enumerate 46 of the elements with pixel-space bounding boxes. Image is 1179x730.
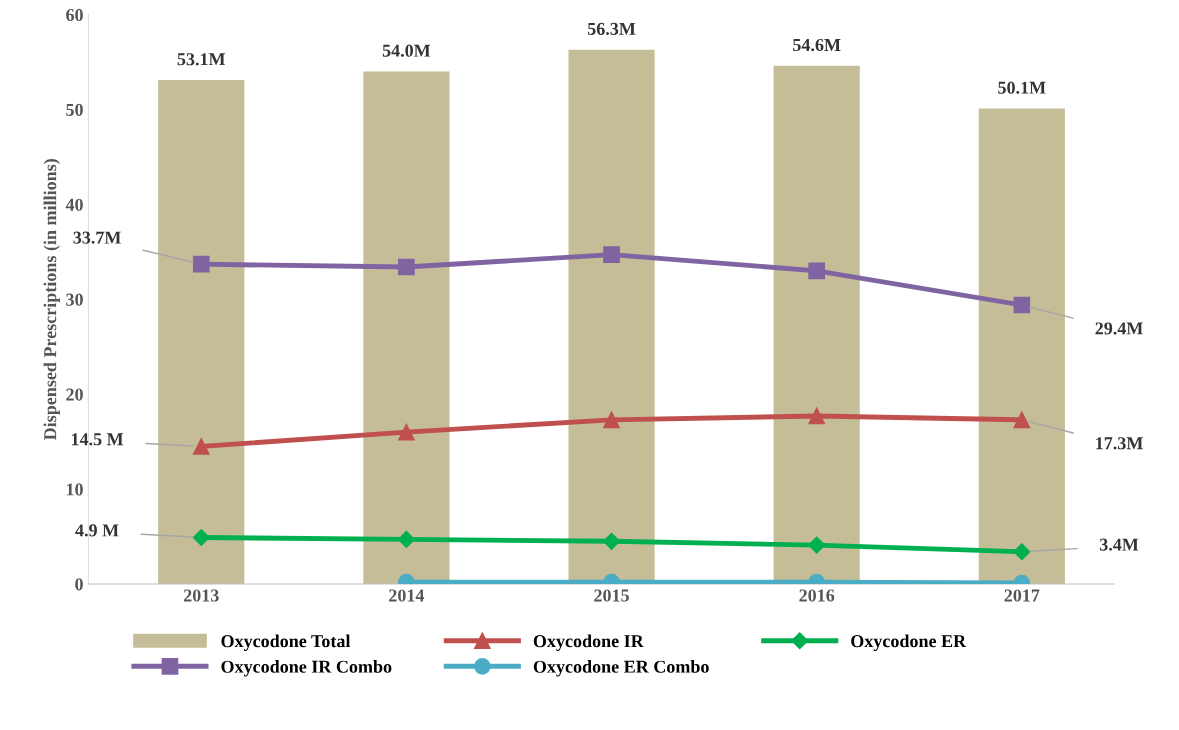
data-label: 50.1M <box>998 81 1046 94</box>
point <box>192 438 210 455</box>
data-label: 29.4M <box>1095 322 1143 335</box>
point <box>397 530 415 548</box>
data-label: 56.3M <box>587 22 636 36</box>
legend-label: Oxycodone IR <box>533 634 644 651</box>
y-tick-label: 60 <box>66 8 83 22</box>
x-tick-label: 2013 <box>183 589 219 602</box>
y-tick-label: 10 <box>66 483 83 496</box>
x-tick-label: 2015 <box>594 589 629 602</box>
y-tick-label: 40 <box>65 198 83 211</box>
data-label: 53.1M <box>177 53 226 66</box>
bar <box>978 108 1065 584</box>
y-tick-label: 0 <box>75 578 83 591</box>
y-tick-label: 50 <box>66 103 83 116</box>
point <box>1013 411 1031 429</box>
point <box>192 255 210 273</box>
data-label: 4.9 M <box>75 524 119 537</box>
point <box>1013 543 1031 561</box>
point <box>1013 296 1031 314</box>
point <box>398 258 415 276</box>
legend-label: Oxycodone Total <box>221 634 351 651</box>
legend-label: Oxycodone ER <box>851 634 967 651</box>
x-tick-label: 2014 <box>389 589 425 602</box>
data-label: 3.4M <box>1099 538 1139 551</box>
point <box>808 536 826 554</box>
point <box>398 423 415 441</box>
point <box>808 262 826 280</box>
point <box>192 528 210 547</box>
point <box>603 246 620 264</box>
legend-label: Oxycodone ER Combo <box>533 660 709 677</box>
bar <box>363 71 450 584</box>
bar <box>158 80 245 584</box>
data-label: 14.5 M <box>71 433 124 446</box>
point <box>603 411 620 429</box>
x-tick-label: 2016 <box>799 589 835 602</box>
data-label: 54.6M <box>793 38 841 52</box>
data-label: 54.0M <box>382 44 431 57</box>
y-tick-label: 30 <box>66 293 83 306</box>
data-label: 17.3M <box>1096 437 1143 450</box>
x-tick-label: 2017 <box>1004 589 1040 602</box>
point <box>808 407 826 425</box>
y-axis-title: Dispensed Prescriptions (in millions) <box>43 159 60 441</box>
y-tick-label: 20 <box>66 388 83 401</box>
data-label: 33.7M <box>73 231 121 244</box>
legend-label: Oxycodone IR Combo <box>221 660 392 677</box>
